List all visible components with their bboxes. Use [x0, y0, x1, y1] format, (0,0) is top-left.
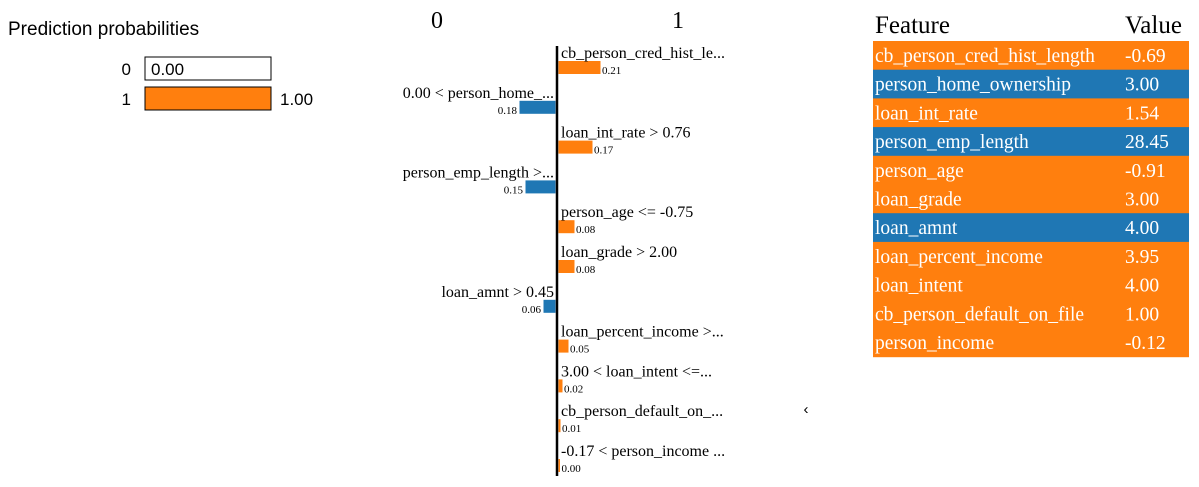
probability-class-label: 0 [122, 60, 131, 79]
table-row [873, 155, 1189, 185]
feature-weight-label: 0.02 [564, 383, 583, 395]
table-cell-value: 28.45 [1125, 132, 1169, 153]
table-row [873, 270, 1189, 300]
table-cell-feature: person_age [875, 161, 964, 182]
table-cell-feature: cb_person_default_on_file [875, 304, 1084, 325]
feature-weight-bar [558, 260, 575, 273]
table-row [873, 127, 1189, 157]
feature-weight-label: 0.15 [504, 184, 524, 196]
table-cell-value: 3.00 [1125, 190, 1159, 211]
prediction-probabilities-chart: Prediction probabilities 0 0.00 1 1.00 [8, 19, 313, 111]
feature-weight-bar [558, 140, 593, 154]
feature-weight-bar [519, 100, 556, 114]
feature-weight-label: 0.18 [498, 105, 518, 117]
feature-condition-label: loan_grade > 2.00 [561, 244, 677, 261]
table-cell-value: -0.91 [1125, 161, 1166, 182]
table-cell-feature: loan_intent [875, 276, 963, 297]
table-cell-value: 1.54 [1125, 103, 1159, 124]
table-cell-value: 4.00 [1125, 218, 1159, 239]
probability-value-label: 1.00 [280, 90, 313, 109]
feature-weight-bar [558, 220, 575, 234]
feature-condition-label: person_emp_length >... [403, 164, 554, 181]
table-cell-feature: person_emp_length [875, 132, 1029, 153]
table-row [873, 299, 1189, 329]
table-cell-feature: cb_person_cred_hist_length [875, 46, 1095, 67]
table-row [873, 69, 1189, 99]
table-cell-value: -0.69 [1125, 46, 1166, 67]
feature-weight-bar [543, 299, 556, 313]
feature-condition-label: 3.00 < loan_intent <=... [561, 363, 712, 380]
collapse-marker[interactable]: ‹ [804, 401, 809, 418]
probability-value-label: 0.00 [151, 60, 184, 79]
table-cell-value: 1.00 [1125, 304, 1159, 325]
probability-class-label: 1 [122, 90, 131, 109]
table-cell-value: -0.12 [1125, 333, 1166, 354]
feature-condition-label: -0.17 < person_income ... [561, 443, 725, 460]
table-row [873, 41, 1189, 71]
table-cell-value: 3.00 [1125, 75, 1159, 96]
class-label-negative: 0 [431, 8, 443, 34]
feature-weight-label: 0.17 [594, 145, 614, 157]
feature-condition-label: cb_person_default_on_... [561, 403, 723, 420]
table-cell-feature: loan_grade [875, 190, 962, 211]
feature-weight-label: 0.01 [562, 423, 581, 435]
table-row [873, 184, 1189, 214]
feature-weights-chart: 0 1 ‹ cb_person_cred_hist_le... 0.21 0.00 … [403, 8, 809, 476]
feature-condition-label: loan_amnt > 0.45 [441, 284, 554, 301]
table-cell-feature: person_income [875, 333, 994, 354]
feature-weight-label: 0.05 [570, 344, 590, 356]
feature-condition-label: person_age <= -0.75 [561, 204, 693, 221]
table-row [873, 213, 1189, 243]
table-header-value: Value [1125, 12, 1182, 39]
feature-weight-bar [525, 180, 556, 194]
feature-weight-label: 0.00 [562, 463, 582, 475]
table-row [873, 241, 1189, 272]
feature-value-table: Feature Value cb_person_cred_hist_length… [873, 12, 1189, 358]
table-cell-feature: loan_percent_income [875, 247, 1043, 268]
table-row [873, 98, 1189, 128]
feature-condition-label: loan_percent_income >... [561, 324, 724, 341]
feature-weight-label: 0.06 [522, 304, 542, 316]
prediction-probabilities-title: Prediction probabilities [8, 19, 199, 40]
table-cell-value: 3.95 [1125, 247, 1159, 268]
feature-weight-bar [558, 379, 563, 393]
class-label-positive: 1 [672, 8, 684, 34]
feature-condition-label: cb_person_cred_hist_le... [561, 45, 725, 62]
feature-condition-label: loan_int_rate > 0.76 [561, 125, 690, 142]
table-cell-value: 4.00 [1125, 276, 1159, 297]
feature-weight-bar [558, 459, 560, 472]
feature-weight-bar [558, 339, 569, 353]
feature-condition-label: 0.00 < person_home_... [403, 85, 554, 102]
feature-weight-label: 0.08 [576, 264, 596, 276]
feature-weight-bar [558, 419, 561, 433]
feature-weight-label: 0.08 [576, 224, 596, 236]
probability-bar-frame [144, 56, 272, 81]
table-row [873, 328, 1189, 358]
table-cell-feature: loan_amnt [875, 218, 958, 239]
table-cell-feature: person_home_ownership [875, 75, 1071, 96]
feature-weight-bar [558, 61, 601, 74]
feature-weight-label: 0.21 [602, 65, 621, 77]
probability-bar [144, 86, 272, 111]
table-header-feature: Feature [875, 12, 950, 39]
table-cell-feature: loan_int_rate [875, 103, 978, 124]
